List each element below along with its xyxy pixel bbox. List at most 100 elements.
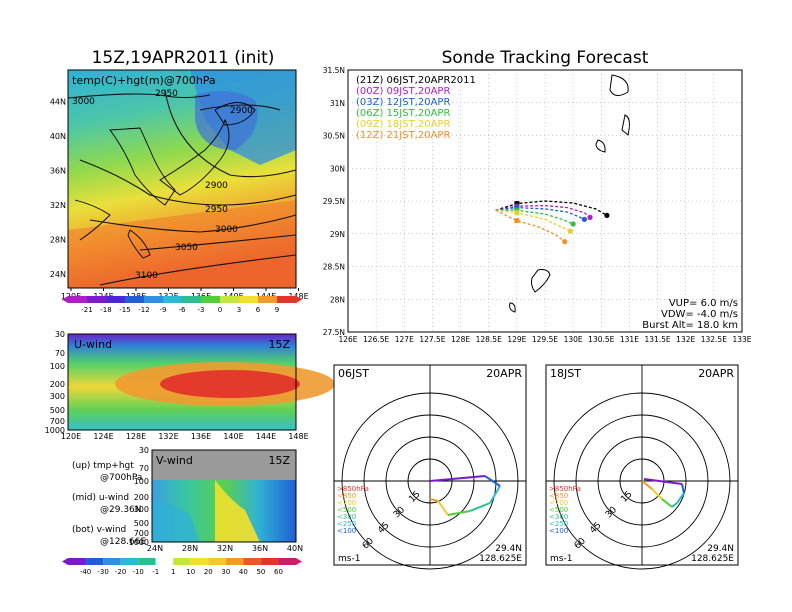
tracking-ytick-label: 30N bbox=[330, 164, 345, 173]
uwind-ytick-label: 300 bbox=[50, 392, 65, 401]
map700-colorbar-swatch bbox=[258, 296, 277, 303]
vwind-xtick-label: 32N bbox=[217, 544, 233, 553]
hodograph-wind-segment bbox=[484, 475, 501, 487]
vwind-colorbar-swatch bbox=[190, 558, 209, 565]
map700-xtick-label: 148E bbox=[288, 292, 308, 301]
map700-contour-labels: 3000 2950 2900 2900 2950 3000 3050 3100 bbox=[72, 89, 253, 281]
info-burst: Burst Alt= 18.0 km bbox=[642, 320, 738, 331]
tracking-xtick-label: 132.5E bbox=[701, 335, 727, 344]
vwind-ytick-label: 300 bbox=[134, 505, 149, 514]
tracking-xtick-label: 132E bbox=[676, 335, 695, 344]
map700-colorbar-label: -3 bbox=[198, 306, 205, 314]
uwind-xtick-label: 128E bbox=[126, 432, 146, 441]
map700-colorbar-label: -9 bbox=[160, 306, 167, 314]
map700-colorbar-swatch bbox=[125, 296, 144, 303]
hodograph-pressure-legend: <500 bbox=[337, 506, 356, 514]
map700-contour-label: 3000 bbox=[215, 225, 238, 235]
tracking-xtick-label: 128.5E bbox=[476, 335, 502, 344]
vwind-colorbar-swatch bbox=[85, 558, 104, 565]
vwind-colorbar-label: -30 bbox=[97, 568, 108, 576]
hodograph-pressure-legend: <100 bbox=[549, 527, 568, 535]
uwind-ytick-label: 700 bbox=[50, 417, 65, 426]
vwind-colorbar-label: -20 bbox=[115, 568, 126, 576]
map700-contour-label: 3100 bbox=[135, 271, 158, 281]
tracking-xtick-label: 126.5E bbox=[363, 335, 389, 344]
hodograph-wind-segment bbox=[429, 475, 486, 482]
tracking-series-marker bbox=[514, 218, 520, 224]
legend-bot-1: (bot) v-wind bbox=[72, 525, 126, 535]
map700-ytick-label: 44N bbox=[50, 98, 66, 107]
hodograph-wind-segment bbox=[489, 485, 501, 504]
tracking-legend-entry: (03Z) 12JST,20APR bbox=[356, 97, 450, 108]
vwind-colorbar-swatch bbox=[208, 558, 226, 565]
map700-colorbar-swatch bbox=[68, 296, 87, 303]
map700-ytick-label: 24N bbox=[50, 270, 66, 279]
hodograph-lat: 29.4N bbox=[707, 544, 734, 554]
legend-bot-2: @128.66E bbox=[100, 537, 146, 547]
vwind-ytick-label: 30 bbox=[139, 446, 149, 455]
tracking-xtick-label: 127E bbox=[395, 335, 414, 344]
tracking-xtick-label: 128E bbox=[451, 335, 470, 344]
hodograph-wind-segment bbox=[429, 498, 439, 502]
left-title: 15Z,19APR2011 (init) bbox=[92, 48, 275, 68]
hodograph-pressure-legend: <300 bbox=[337, 513, 356, 521]
tracking-ytick-label: 27.5N bbox=[323, 328, 345, 337]
vwind-xtick-label: 40N bbox=[287, 544, 303, 553]
left-legend: (up) tmp+hgt @700hPa (mid) u-wind @29.36… bbox=[72, 461, 146, 547]
hodograph-pressure-legend: <250 bbox=[549, 520, 568, 528]
map700-colorbar-swatch bbox=[106, 296, 125, 303]
map700-colorbar-swatch bbox=[182, 296, 201, 303]
vwind-colorbar-label: -1 bbox=[152, 568, 159, 576]
uwind-time: 15Z bbox=[268, 338, 290, 351]
vwind-ytick-label: 200 bbox=[134, 493, 149, 502]
hodograph-wind-segment bbox=[651, 488, 663, 500]
tracking-legend-entry: (06Z) 15JST,20APR bbox=[356, 108, 450, 119]
hodograph-pressure-legend: <700 bbox=[549, 499, 568, 507]
tracking-ytick-label: 29N bbox=[330, 230, 345, 239]
hodograph-pressure-legend: <500 bbox=[549, 506, 568, 514]
map700-colorbar-label: -15 bbox=[119, 306, 130, 314]
uwind-panel: U-wind 15Z bbox=[67, 333, 335, 431]
map700-contour-label: 2950 bbox=[205, 205, 228, 215]
uwind-axes: 120E 124E 128E 132E 136E 140E 144E 148E 30 70 100 2… bbox=[45, 330, 309, 441]
uwind-ytick-label: 500 bbox=[50, 406, 65, 415]
tracking-ytick-label: 30.5N bbox=[323, 132, 345, 141]
tracking-ytick-label: 29.5N bbox=[323, 197, 345, 206]
vwind-colorbar-label: -10 bbox=[132, 568, 143, 576]
info-vdw: VDW= -4.0 m/s bbox=[661, 309, 738, 320]
tracking-series-marker bbox=[514, 201, 520, 207]
vwind-ytick-label: 700 bbox=[134, 529, 149, 538]
tracking-legend-entry: (21Z) 06JST,20APR2011 bbox=[356, 75, 476, 86]
vwind-panel: V-wind 15Z bbox=[151, 449, 297, 543]
tracking-xtick-label: 129E bbox=[507, 335, 526, 344]
tracking-ytick-label: 31.5N bbox=[323, 66, 345, 75]
vwind-ytick-label: 1000 bbox=[129, 538, 149, 547]
map700-colorbar-swatch bbox=[201, 296, 220, 303]
vwind-colorbar-label: 1 bbox=[171, 568, 175, 576]
map700-colorbar-swatch bbox=[163, 296, 182, 303]
vwind-colorbar-swatch bbox=[103, 558, 121, 565]
map700-colorbar-swatch bbox=[144, 296, 163, 303]
map700-colorbar-label: 6 bbox=[256, 306, 261, 314]
vwind-colorbar-label: -40 bbox=[80, 568, 91, 576]
tracking-series-line bbox=[495, 209, 571, 232]
vwind-colorbar-swatch bbox=[120, 558, 139, 565]
hodograph-lon: 128.625E bbox=[479, 554, 522, 564]
tracking-ytick-label: 28N bbox=[330, 295, 345, 304]
map700-ytick-label: 32N bbox=[50, 201, 66, 210]
uwind-ytick-label: 100 bbox=[50, 362, 65, 371]
tracking-series-endpoint bbox=[562, 239, 568, 245]
tracking-xtick-label: 131.5E bbox=[644, 335, 670, 344]
hodograph-unit: ms-1 bbox=[338, 554, 360, 564]
hodograph-pressure-legend: <700 bbox=[337, 499, 356, 507]
tracking-ytick-label: 28.5N bbox=[323, 263, 345, 272]
hodograph-wind-segment bbox=[661, 498, 673, 508]
map700-colorbar-swatch bbox=[239, 296, 258, 303]
uwind-title: U-wind bbox=[74, 338, 112, 351]
vwind-colorbar-label: 50 bbox=[256, 568, 265, 576]
right-title: Sonde Tracking Forecast bbox=[442, 48, 649, 68]
tracking-info: VUP= 6.0 m/s VDW= -4.0 m/s Burst Alt= 18… bbox=[642, 298, 738, 331]
hodograph-date: 20APR bbox=[486, 367, 522, 380]
